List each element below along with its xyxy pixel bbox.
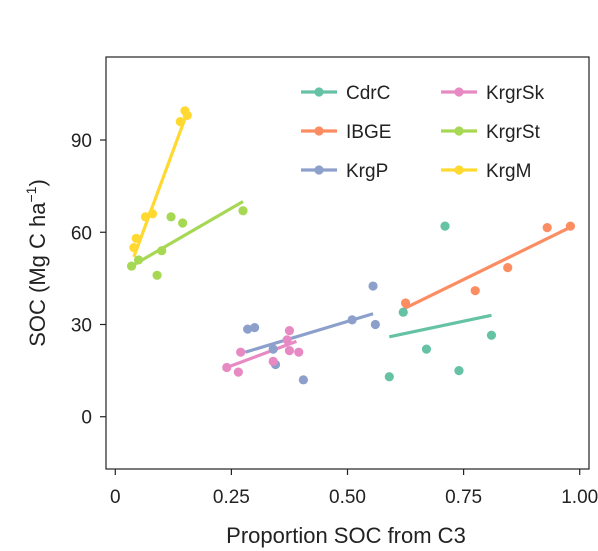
- x-axis-label: Proportion SOC from C3: [226, 523, 466, 548]
- point-cdrc: [440, 221, 450, 231]
- y-axis-label-close: ): [25, 179, 50, 186]
- point-krgp: [347, 315, 357, 325]
- legend-label: KrgM: [486, 161, 531, 182]
- y-tick-label: 30: [71, 315, 92, 336]
- point-krgrst: [157, 246, 167, 256]
- legend-item-krgrst: KrgrSt: [441, 122, 541, 143]
- x-tick-label: 0: [110, 487, 121, 508]
- x-tick-label: 0.50: [329, 487, 366, 508]
- point-krgrsk: [294, 347, 304, 357]
- point-krgp: [370, 319, 380, 330]
- point-cdrc: [384, 372, 394, 382]
- legend-swatch-dot: [314, 126, 324, 136]
- point-krgrst: [152, 270, 162, 280]
- x-tick-label: 0.75: [445, 487, 482, 508]
- point-cdrc: [421, 344, 432, 354]
- point-krgp: [298, 375, 308, 385]
- point-krgm: [147, 209, 158, 219]
- legend-label: CdrC: [346, 83, 390, 104]
- point-krgm: [131, 233, 141, 244]
- legend-swatch-dot: [314, 87, 324, 97]
- legend-label: KrgP: [346, 161, 388, 182]
- point-krgrst: [238, 206, 248, 216]
- point-krgp: [243, 324, 253, 334]
- point-cdrc: [454, 366, 464, 376]
- legend-swatch-dot: [454, 165, 464, 175]
- point-krgrsk: [236, 347, 246, 357]
- y-axis-label-main: SOC (Mg C ha: [25, 202, 50, 347]
- fit-line-krgrsk: [226, 339, 297, 370]
- point-krgp: [268, 344, 278, 354]
- point-ibge: [542, 223, 552, 233]
- x-tick-label: 0.25: [213, 487, 250, 508]
- fit-line-ibge: [402, 224, 574, 311]
- point-krgm: [129, 243, 139, 253]
- axis-ticks: 0 0.25 0.50 0.75 1.00 0 30 60 90: [71, 131, 598, 508]
- legend-label: KrgrSt: [486, 122, 541, 143]
- legend-swatch-dot: [454, 87, 464, 97]
- point-krgrsk: [233, 367, 243, 377]
- legend-label: KrgrSk: [486, 83, 545, 104]
- point-krgrsk: [222, 362, 232, 373]
- fit-lines: [130, 111, 574, 370]
- point-krgrst: [166, 212, 176, 222]
- legend-item-cdrc: CdrC: [301, 83, 390, 104]
- legend-item-krgm: KrgM: [441, 161, 531, 182]
- point-krgm: [175, 116, 185, 127]
- point-ibge: [503, 263, 513, 273]
- point-cdrc: [398, 307, 408, 317]
- legend-item-krgp: KrgP: [301, 161, 388, 182]
- point-krgm: [182, 110, 192, 121]
- point-ibge: [470, 286, 480, 296]
- point-krgrsk: [284, 346, 295, 356]
- y-tick-label: 90: [71, 131, 92, 152]
- legend-label: IBGE: [346, 122, 391, 143]
- point-krgrst: [126, 261, 137, 271]
- point-krgp: [368, 281, 378, 291]
- point-krgrst: [178, 218, 188, 228]
- point-krgrsk: [284, 326, 295, 336]
- y-axis-label-sup: −1: [23, 186, 39, 202]
- point-ibge: [565, 221, 576, 231]
- fit-line-cdrc: [388, 313, 492, 339]
- y-axis-label: SOC (Mg C ha−1): [23, 179, 50, 347]
- fit-line-krgm: [132, 111, 189, 258]
- point-krgrsk: [282, 335, 292, 345]
- data-points: [126, 106, 576, 385]
- point-cdrc: [486, 330, 497, 340]
- y-tick-label: 0: [81, 408, 92, 429]
- x-tick-label: 1.00: [561, 487, 598, 508]
- legend-item-krgrsk: KrgrSk: [441, 83, 545, 104]
- point-krgrst: [133, 255, 144, 265]
- y-tick-label: 60: [71, 223, 92, 244]
- point-krgm: [140, 212, 151, 222]
- fit-line-krgrst: [130, 200, 244, 268]
- legend: CdrC IBGE KrgP KrgrSk KrgrSt KrgM: [301, 83, 545, 182]
- point-ibge: [400, 298, 411, 308]
- point-krgp: [250, 322, 260, 333]
- legend-swatch-dot: [314, 165, 324, 175]
- point-krgrsk: [268, 356, 278, 366]
- legend-item-ibge: IBGE: [301, 122, 391, 143]
- legend-swatch-dot: [454, 126, 464, 136]
